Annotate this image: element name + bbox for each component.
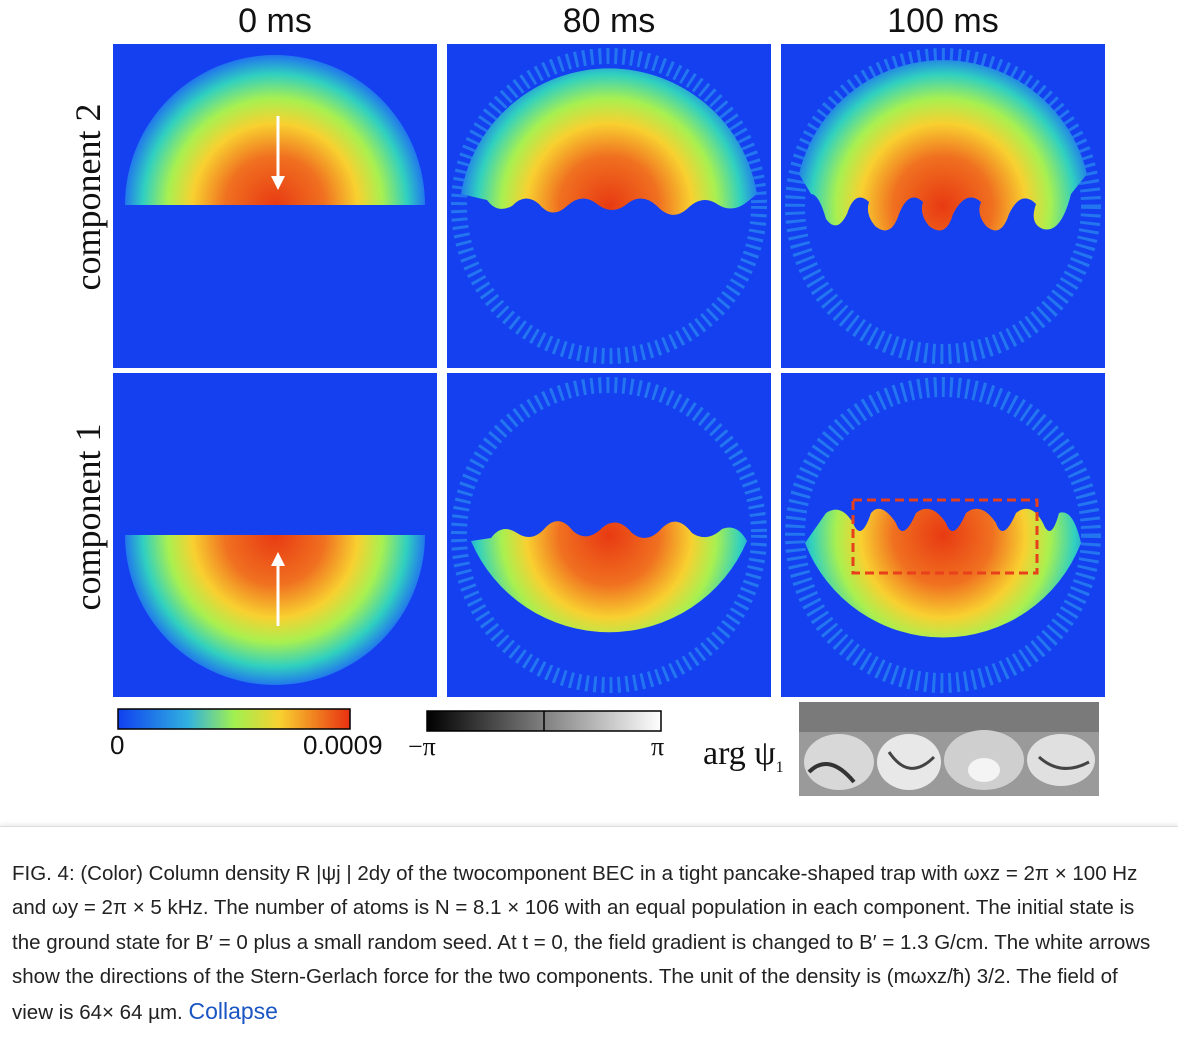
- density-colorbar: [117, 708, 351, 730]
- figure-caption: FIG. 4: (Color) Column density R |ψj | 2…: [12, 857, 1162, 1030]
- column-title-0ms: 0 ms: [238, 2, 312, 40]
- density-panel-c1-80ms: [447, 373, 771, 697]
- density-colorbar-min: 0: [110, 730, 125, 760]
- highlight-box: [851, 498, 1039, 575]
- arrow-down-icon: [271, 116, 285, 190]
- collapse-link[interactable]: Collapse: [188, 998, 278, 1025]
- caption-text: FIG. 4: (Color) Column density R |ψj | 2…: [12, 862, 1151, 1025]
- density-colorbar-max: 0.0009: [303, 730, 383, 760]
- phase-colorbar-max: π: [651, 732, 665, 761]
- caption-panel: FIG. 4: (Color) Column density R |ψj | 2…: [0, 826, 1178, 1053]
- density-panel-c2-80ms: [447, 44, 771, 368]
- density-panel-c2-100ms: [781, 44, 1105, 368]
- row-label-component-2: component 2: [68, 103, 108, 291]
- phase-inset-image: [799, 702, 1099, 796]
- phase-colorbar-min: −π: [408, 732, 436, 761]
- phase-inset-label-text: arg ψ: [703, 735, 776, 772]
- phase-colorbar: [426, 710, 662, 732]
- phase-inset-subscript: 1: [775, 758, 784, 776]
- column-title-80ms: 80 ms: [562, 2, 656, 40]
- density-panel-c1-100ms: [781, 373, 1105, 697]
- arrow-up-icon: [271, 552, 285, 626]
- density-panel-c1-0ms: [113, 373, 437, 697]
- column-title-100ms: 100 ms: [887, 2, 999, 40]
- phase-inset-label: arg ψ1: [703, 735, 784, 777]
- density-panel-c2-0ms: [113, 44, 437, 368]
- row-label-component-1: component 1: [68, 423, 108, 611]
